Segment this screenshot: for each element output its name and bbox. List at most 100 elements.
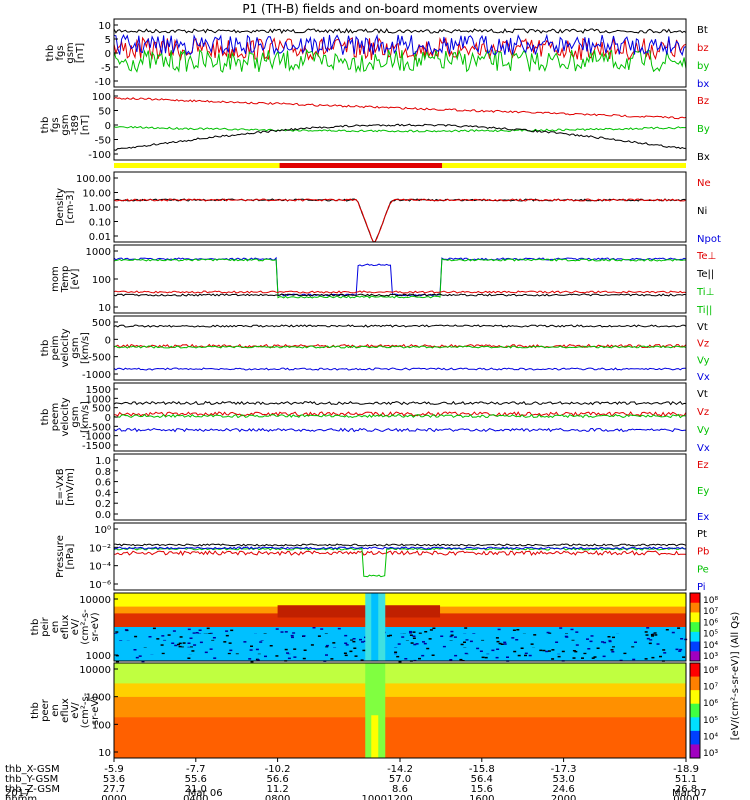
spectrogram-noise <box>646 637 650 640</box>
trace-te-perp <box>113 293 687 297</box>
legend-vx: Vx <box>697 443 710 454</box>
spectrogram-noise <box>677 627 681 629</box>
trace-ni <box>113 198 687 243</box>
spectrogram-noise <box>559 627 563 629</box>
spectrogram-noise <box>603 641 607 644</box>
spectrogram-noise <box>610 649 614 651</box>
y-tick-label: 0.4 <box>95 488 111 499</box>
spectrogram-noise <box>325 646 329 648</box>
spectrogram-noise <box>344 642 348 644</box>
spectrogram-noise <box>602 655 606 658</box>
spectrogram-noise <box>167 634 171 636</box>
spectrogram-noise <box>546 631 550 634</box>
spectrogram-noise <box>409 634 413 636</box>
trace-te-par <box>113 290 687 294</box>
spectrogram-noise <box>275 628 279 630</box>
spectrogram-noise <box>312 627 316 629</box>
x-row-value: 57.0 <box>389 774 411 785</box>
spectrogram-noise <box>449 635 453 638</box>
spectrogram-noise <box>415 643 419 645</box>
spectrogram-noise <box>464 652 468 655</box>
spectrogram-noise <box>551 649 555 651</box>
spectrogram-band <box>114 669 686 678</box>
colorbar-tick: 10⁴ <box>703 641 718 651</box>
y-tick-label: -1500 <box>82 441 111 452</box>
legend-vz: Vz <box>697 407 709 418</box>
spectrogram-noise <box>206 627 210 630</box>
spectrogram-noise <box>432 627 436 629</box>
legend-vt: Vt <box>697 389 708 400</box>
spectrogram-noise <box>574 650 578 653</box>
spectrogram-noise <box>571 639 575 642</box>
spectrogram-noise <box>302 657 306 660</box>
spectrogram-noise <box>171 642 175 644</box>
spectrogram-noise <box>645 634 649 636</box>
spectrogram-band <box>114 627 686 635</box>
colorbar-band <box>690 676 700 691</box>
y-tick-label: -10 <box>95 77 111 88</box>
y-axis-label: peim <box>50 335 61 360</box>
spectrogram-noise <box>450 634 454 636</box>
y-tick-label: 0 <box>105 335 111 346</box>
spectrogram-gap <box>371 715 379 758</box>
spectrogram-noise <box>320 628 324 630</box>
spectrogram-noise <box>596 647 600 649</box>
spectrogram-noise <box>593 656 597 658</box>
x-row-value: 24.6 <box>552 784 574 795</box>
spectrogram-noise <box>179 636 183 638</box>
spectrogram-noise <box>156 638 160 640</box>
spectrogram-noise <box>454 654 458 657</box>
panel-9: 10000 1000 thb peir en eflux eV/(cm²-s-sr-eV) <box>30 592 688 663</box>
legend-bx: Bx <box>697 152 710 163</box>
legend-bt: Bt <box>697 25 708 36</box>
y-axis-label: eV/ <box>70 618 81 635</box>
trace-bt <box>113 28 687 35</box>
spectrogram-noise <box>665 629 669 631</box>
spectrogram-noise <box>589 640 593 643</box>
y-tick-label: 10 <box>98 21 111 32</box>
spectrogram-noise <box>539 649 543 652</box>
y-tick-label: 1000 <box>86 247 111 258</box>
y-tick-label: 5 <box>105 35 111 46</box>
spectrogram-noise <box>361 641 364 643</box>
spectrogram-noise <box>325 644 329 647</box>
legend-by: By <box>697 124 710 135</box>
spectrogram-noise <box>464 627 468 629</box>
spectrogram-band <box>114 730 686 739</box>
y-tick-label: -100 <box>88 150 111 161</box>
spectrogram-band <box>114 647 686 655</box>
spectrogram-band <box>114 744 686 752</box>
y-tick-label: 100 <box>92 275 111 286</box>
y-tick-label: 10000 <box>79 665 111 676</box>
y-axis-label: thb <box>30 619 41 636</box>
panel-4: 1000 100 10 mom Temp [eV] Te⊥ Te|| Ti⊥ Ti|| <box>50 244 716 316</box>
y-tick-label: 0 <box>105 413 111 424</box>
spectrogram-noise <box>396 655 400 658</box>
x-row-value: 55.6 <box>185 774 207 785</box>
x-row-value: 21.0 <box>185 784 207 795</box>
spectrogram-noise <box>591 657 595 659</box>
spectrogram-noise <box>343 652 347 654</box>
spectrogram-noise <box>424 631 428 633</box>
spectrogram-noise <box>495 637 499 639</box>
x-row-value: -5.9 <box>104 764 124 775</box>
spectrogram-noise <box>212 637 216 639</box>
spectrogram-noise <box>115 631 119 633</box>
spectrogram-band <box>114 593 686 601</box>
spectrogram-noise <box>349 650 353 653</box>
colorbar-band <box>690 717 700 732</box>
spectrogram-noise <box>426 647 430 650</box>
spectrogram-noise <box>429 629 433 631</box>
spectrogram-noise <box>138 655 142 657</box>
y-axis-label: en <box>50 704 61 717</box>
y-tick-label: 0.01 <box>89 232 111 243</box>
y-tick-label: 50 <box>98 107 111 118</box>
spectrogram-noise <box>662 649 666 651</box>
spectrogram-noise <box>587 648 591 650</box>
spectrogram-noise <box>192 632 196 634</box>
y-tick-label: -500 <box>88 422 111 433</box>
spectrogram-noise <box>250 645 253 647</box>
legend-ex: Ex <box>697 512 709 523</box>
y-tick-label: 500 <box>92 404 111 415</box>
trace-pb <box>113 550 687 557</box>
